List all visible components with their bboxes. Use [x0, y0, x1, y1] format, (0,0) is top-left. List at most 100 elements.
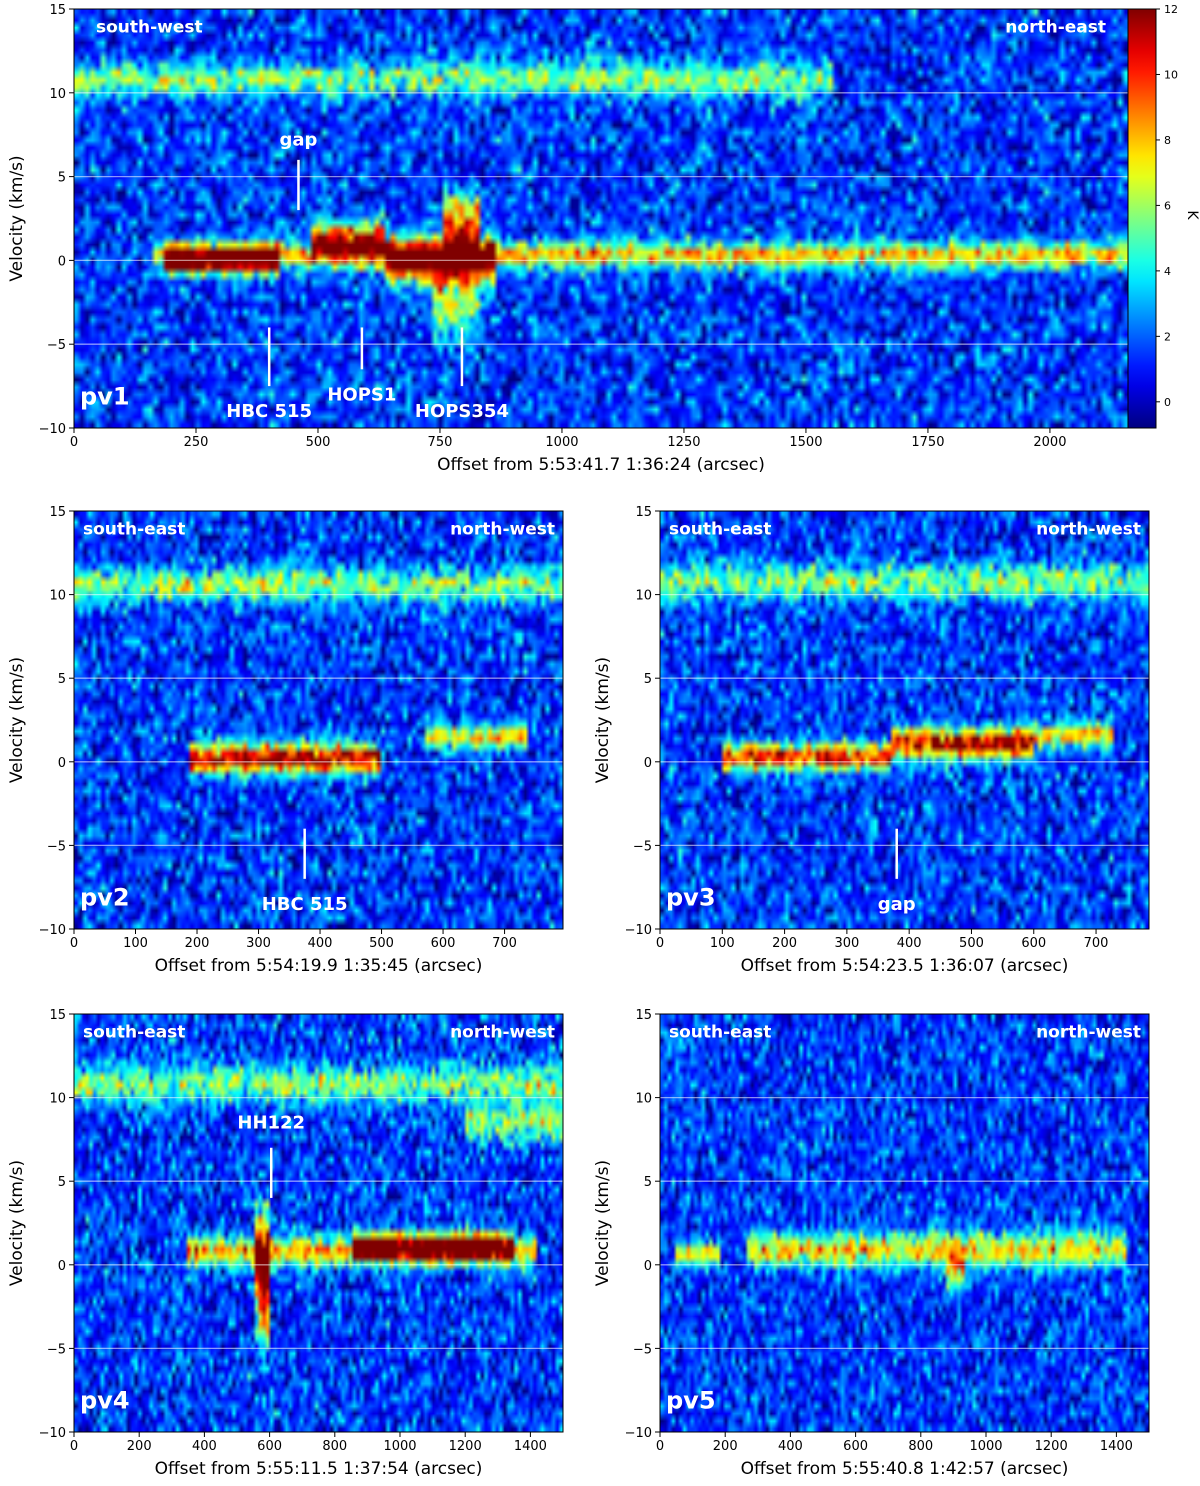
direction-right-label: north-west [1036, 1022, 1141, 1042]
pv-panel-4: 0 200 400 600 800 1000 1200 1400 −10 −5 0 5 10 15 Offs… [7, 1008, 564, 1479]
source-marker-label: HH122 [237, 1113, 305, 1134]
x-tick-label: 2000 [1033, 435, 1066, 450]
x-tick-label: 300 [246, 936, 271, 951]
x-tick-label: 250 [184, 435, 209, 450]
x-tick-label: 0 [656, 1439, 664, 1454]
x-tick-label: 0 [656, 936, 664, 951]
y-tick-label: 0 [58, 756, 66, 771]
x-tick-label: 400 [192, 1439, 217, 1454]
y-tick-label: −5 [47, 839, 66, 854]
source-marker-label: gap [280, 130, 318, 151]
y-tick-label: −10 [625, 923, 652, 938]
x-tick-label: 1250 [667, 435, 700, 450]
x-axis-label: Offset from 5:55:40.8 1:42:57 (arcsec) [741, 1459, 1069, 1479]
y-tick-label: −5 [633, 839, 652, 854]
pv-panel-5: 0 200 400 600 800 1000 1200 1400 −10 −5 0 5 10 15 Offs… [593, 1008, 1150, 1479]
colorbar-tick-label: 12 [1164, 3, 1178, 16]
y-tick-label: 0 [644, 756, 652, 771]
direction-right-label: north-west [450, 519, 555, 539]
x-tick-label: 1400 [514, 1439, 547, 1454]
x-tick-label: 600 [257, 1439, 282, 1454]
y-tick-label: 10 [635, 1092, 652, 1107]
y-tick-label: −10 [39, 923, 66, 938]
y-tick-label: 5 [58, 171, 66, 186]
y-tick-label: 10 [49, 87, 66, 102]
pv-heatmap-image [660, 511, 1149, 929]
source-marker-label: HOPS354 [415, 401, 509, 422]
colorbar-label: K [1184, 210, 1200, 220]
y-tick-label: 15 [635, 505, 652, 520]
x-tick-label: 0 [70, 1439, 78, 1454]
y-axis-label: Velocity (km/s) [7, 657, 27, 783]
y-tick-label: −5 [47, 1342, 66, 1357]
y-tick-label: −5 [47, 338, 66, 353]
direction-left-label: south-west [96, 17, 203, 37]
x-tick-label: 1750 [911, 435, 944, 450]
x-axis-label: Offset from 5:54:19.9 1:35:45 (arcsec) [155, 956, 483, 976]
y-axis-label: Velocity (km/s) [7, 155, 27, 281]
direction-right-label: north-east [1005, 17, 1106, 37]
x-tick-label: 1000 [969, 1439, 1002, 1454]
colorbar: 0 2 4 6 8 10 12 K [1127, 3, 1200, 429]
x-tick-label: 1200 [1035, 1439, 1068, 1454]
y-tick-label: 5 [58, 672, 66, 687]
x-tick-label: 500 [306, 435, 331, 450]
x-tick-label: 400 [778, 1439, 803, 1454]
x-axis-label: Offset from 5:54:23.5 1:36:07 (arcsec) [741, 956, 1069, 976]
x-tick-label: 700 [1084, 936, 1109, 951]
x-tick-label: 1000 [383, 1439, 416, 1454]
x-tick-label: 500 [959, 936, 984, 951]
direction-right-label: north-west [1036, 519, 1141, 539]
source-marker-label: HBC 515 [226, 401, 312, 422]
pv-heatmap-image [74, 511, 563, 929]
x-tick-label: 400 [308, 936, 333, 951]
y-axis-label: Velocity (km/s) [593, 657, 613, 783]
direction-left-label: south-east [83, 1022, 185, 1042]
y-tick-label: −5 [633, 1342, 652, 1357]
y-axis-label: Velocity (km/s) [593, 1160, 613, 1286]
direction-left-label: south-east [83, 519, 185, 539]
x-axis-label: Offset from 5:55:11.5 1:37:54 (arcsec) [155, 1459, 483, 1479]
colorbar-gradient [1128, 9, 1156, 428]
source-marker-label: HOPS1 [327, 384, 396, 405]
x-tick-label: 800 [322, 1439, 347, 1454]
x-tick-label: 200 [772, 936, 797, 951]
y-tick-label: 10 [49, 1092, 66, 1107]
y-tick-label: −10 [625, 1426, 652, 1441]
colorbar-tick-label: 2 [1164, 330, 1171, 343]
x-tick-label: 1000 [545, 435, 578, 450]
plot-frame [73, 1013, 564, 1433]
pv-panel-3: 0 100 200 300 400 500 600 700 −10 −5 0 5 10 15 Offset … [593, 505, 1150, 976]
plot-frame [659, 510, 1150, 930]
y-tick-label: 15 [49, 1008, 66, 1023]
plot-frame [73, 510, 564, 930]
x-tick-label: 300 [834, 936, 859, 951]
direction-left-label: south-east [669, 519, 771, 539]
x-tick-label: 1400 [1100, 1439, 1133, 1454]
panel-label: pv1 [80, 383, 130, 411]
panel-label: pv5 [666, 1387, 716, 1415]
pv-heatmap-image [74, 1014, 563, 1432]
y-tick-label: −10 [39, 1426, 66, 1441]
y-tick-label: 15 [49, 3, 66, 18]
panel-label: pv3 [666, 884, 716, 912]
pv-panel-1: 0 250 500 750 1000 1250 1500 1750 2000 −10 −5 0 5 10 1… [7, 3, 1129, 475]
x-tick-label: 600 [843, 1439, 868, 1454]
x-tick-label: 200 [185, 936, 210, 951]
y-tick-label: 5 [58, 1175, 66, 1190]
y-tick-label: 15 [49, 505, 66, 520]
x-tick-label: 0 [70, 435, 78, 450]
y-tick-label: 5 [644, 672, 652, 687]
colorbar-tick-label: 4 [1164, 265, 1171, 278]
colorbar-tick-label: 8 [1164, 134, 1171, 147]
x-tick-label: 600 [431, 936, 456, 951]
panel-label: pv2 [80, 884, 130, 912]
x-tick-label: 100 [710, 936, 735, 951]
direction-left-label: south-east [669, 1022, 771, 1042]
y-tick-label: 15 [635, 1008, 652, 1023]
x-tick-label: 700 [492, 936, 517, 951]
x-tick-label: 200 [713, 1439, 738, 1454]
x-tick-label: 800 [908, 1439, 933, 1454]
y-axis-label: Velocity (km/s) [7, 1160, 27, 1286]
x-tick-label: 1200 [449, 1439, 482, 1454]
